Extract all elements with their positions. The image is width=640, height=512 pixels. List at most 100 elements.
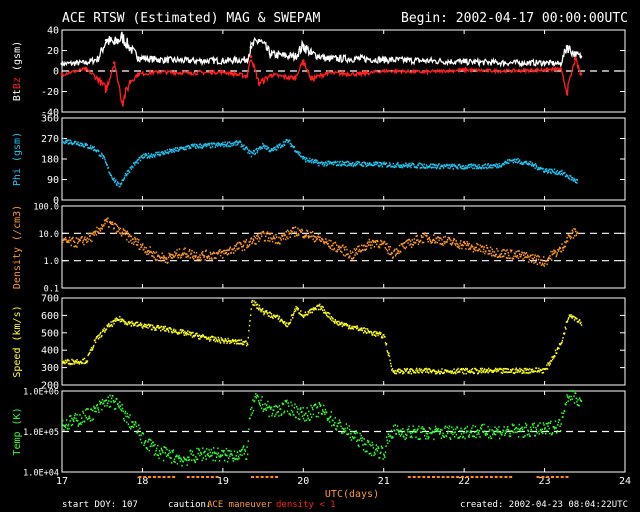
phi-phi-point: [533, 164, 536, 166]
speed-speed-point: [396, 370, 398, 372]
phi-phi-point: [546, 170, 548, 173]
phi-phi-point: [343, 163, 345, 166]
speed-speed-point: [365, 328, 367, 330]
speed-speed-point: [153, 326, 155, 328]
density-density-point: [298, 234, 300, 236]
phi-phi-point: [338, 164, 340, 166]
temp-temp-point: [449, 438, 452, 440]
temp-temp-point: [492, 433, 494, 436]
density-density-point: [119, 227, 122, 230]
temp-temp-point: [122, 410, 124, 413]
temp-temp-point: [277, 411, 279, 413]
temp-temp-point: [323, 404, 325, 407]
density-density-point: [254, 242, 256, 245]
speed-speed-point: [236, 339, 239, 342]
density-density-point: [123, 229, 125, 231]
speed-speed-point: [297, 307, 300, 310]
speed-speed-point: [328, 316, 330, 318]
density-density-point: [273, 235, 275, 238]
phi-phi-point: [209, 142, 211, 145]
speed-speed-point: [373, 334, 376, 336]
phi-phi-point: [392, 162, 394, 165]
speed-speed-point: [418, 367, 421, 370]
density-density-point: [483, 246, 485, 248]
temp-temp-point: [230, 450, 232, 452]
speed-speed-point: [360, 327, 362, 329]
phi-phi-point: [168, 150, 170, 153]
temp-temp-point: [252, 399, 254, 401]
temp-temp-point: [406, 434, 408, 437]
phi-phi-point: [221, 143, 223, 145]
temp-temp-point: [74, 414, 76, 417]
speed-speed-point: [224, 340, 226, 342]
phi-phi-point: [486, 167, 488, 170]
phi-phi-point: [193, 144, 195, 147]
speed-speed-point: [522, 369, 524, 372]
temp-temp-point: [568, 397, 570, 399]
density-density-point: [381, 240, 383, 243]
speed-speed-point: [240, 342, 242, 345]
phi-phi-point: [214, 143, 216, 145]
temp-temp-point: [523, 426, 526, 429]
speed-speed-point: [125, 322, 127, 324]
density-density-point: [255, 234, 258, 237]
density-density-point: [303, 236, 305, 239]
speed-speed-point: [551, 356, 553, 358]
density-density-point: [267, 237, 270, 239]
phi-phi-point: [242, 148, 245, 150]
temp-temp-point: [230, 453, 233, 455]
phi-phi-point: [95, 150, 98, 153]
density-density-point: [446, 241, 448, 243]
temp-temp-point: [165, 447, 167, 449]
density-density-point: [195, 255, 197, 257]
temp-temp-point: [288, 405, 290, 407]
density-density-point: [429, 240, 432, 242]
phi-phi-point: [151, 155, 153, 157]
density-density-point: [463, 241, 465, 243]
phi-phi-point: [270, 148, 273, 150]
speed-speed-point: [526, 372, 528, 374]
density-density-point: [135, 240, 137, 243]
temp-temp-point: [279, 408, 282, 410]
density-density-point: [409, 244, 411, 246]
density-density-point: [287, 237, 289, 240]
temp-temp-point: [354, 432, 357, 435]
phi-phi-point: [337, 160, 339, 163]
speed-speed-point: [519, 367, 521, 370]
density-density-point: [99, 228, 101, 230]
phi-phi-point: [106, 164, 108, 166]
phi-phi-point: [297, 151, 299, 153]
phi-phi-point: [218, 144, 220, 146]
temp-temp-point: [117, 405, 120, 407]
x-axis: 17 18 19 20 21 22 23 24: [56, 476, 631, 487]
speed-speed-point: [440, 371, 443, 373]
speed-speed-point: [184, 330, 186, 333]
phi-phi-point: [435, 164, 437, 166]
phi-phi-point: [530, 163, 532, 166]
temp-temp-point: [441, 434, 444, 437]
density-density-point: [118, 228, 120, 231]
temp-temp-point: [138, 434, 141, 437]
temp-temp-point: [204, 450, 206, 453]
speed-speed-point: [385, 343, 388, 345]
maneuver-mark: [546, 476, 550, 478]
speed-speed-point: [488, 367, 490, 370]
phi-phi-point: [348, 161, 350, 163]
speed-speed-point: [136, 325, 138, 327]
phi-frame: [61, 117, 626, 201]
density-density-point: [266, 233, 268, 235]
temp-temp-point: [497, 431, 500, 433]
speed-speed-point: [151, 324, 154, 327]
phi-phi-point: [476, 165, 479, 167]
temp-temp-point: [157, 444, 159, 447]
temp-temp-point: [188, 459, 191, 461]
speed-speed-point: [542, 368, 544, 370]
density-density-point: [111, 221, 114, 223]
phi-phi-point: [308, 161, 310, 163]
phi-phi-point: [461, 165, 464, 167]
phi-phi-point: [208, 144, 210, 146]
speed-speed-point: [176, 331, 178, 334]
density-density-point: [380, 243, 382, 246]
temp-temp-point: [232, 460, 234, 462]
phi-phi-point: [436, 167, 438, 170]
